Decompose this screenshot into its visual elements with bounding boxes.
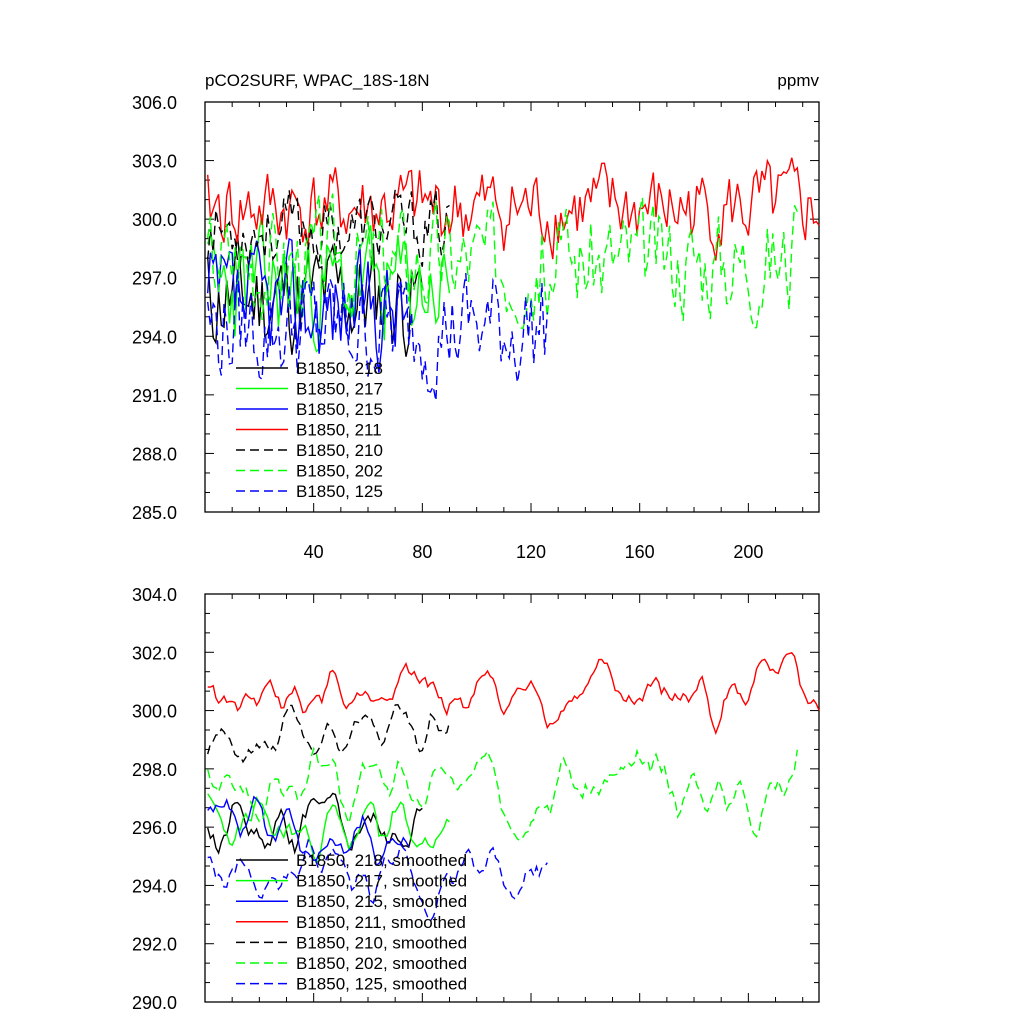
y-tick-label: 306.0 <box>132 93 177 113</box>
y-tick-label: 291.0 <box>132 386 177 406</box>
series-line <box>207 193 798 330</box>
legend-label: B1850, 125 <box>296 482 383 501</box>
x-tick-label: 160 <box>625 542 655 562</box>
series-line <box>207 157 820 261</box>
legend-label: B1850, 217, smoothed <box>296 872 467 891</box>
units-label: ppmv <box>777 71 819 90</box>
legend-label: B1850, 215 <box>296 400 383 419</box>
legend: B1850, 218, smoothed B1850, 217, smoothed… <box>236 851 467 994</box>
tick-marks <box>205 101 819 513</box>
series-line <box>207 237 410 373</box>
legend-label: B1850, 210, smoothed <box>296 933 467 952</box>
x-tick-label: 80 <box>412 542 432 562</box>
legend-label: B1850, 217 <box>296 380 383 399</box>
y-tick-label: 290.0 <box>132 993 177 1013</box>
y-tick-label: 300.0 <box>132 210 177 230</box>
y-tick-label: 296.0 <box>132 818 177 838</box>
series-line <box>207 795 410 867</box>
series-layer <box>207 651 820 923</box>
y-tick-labels: 285.0 288.0 291.0 294.0 297.0 300.0 303.0 306.0 <box>132 93 177 523</box>
series-layer <box>207 157 820 402</box>
legend-label: B1850, 210 <box>296 441 383 460</box>
x-tick-label: 200 <box>733 542 763 562</box>
series-line <box>207 838 548 923</box>
y-tick-label: 294.0 <box>132 876 177 896</box>
y-tick-label: 302.0 <box>132 643 177 663</box>
chart-title: pCO2SURF, WPAC_18S-18N <box>205 71 430 90</box>
y-tick-label: 298.0 <box>132 760 177 780</box>
plot-frame <box>204 593 820 1003</box>
x-tick-label: 120 <box>516 542 546 562</box>
y-tick-label: 300.0 <box>132 702 177 722</box>
legend-label: B1850, 215, smoothed <box>296 892 467 911</box>
y-tick-label: 304.0 <box>132 585 177 605</box>
legend-label: B1850, 211, smoothed <box>296 913 466 932</box>
y-tick-labels: 290.0 292.0 294.0 296.0 298.0 300.0 302.0 304.0 <box>132 585 177 1013</box>
legend-label: B1850, 211 <box>296 421 382 440</box>
x-tick-labels: 40 80 120 160 200 <box>304 542 764 562</box>
legend-label: B1850, 218, smoothed <box>296 851 467 870</box>
series-line <box>207 746 798 842</box>
y-tick-label: 285.0 <box>132 503 177 523</box>
panel-smoothed: B1850, 218, smoothed B1850, 217, smoothed… <box>132 585 820 1013</box>
legend-label: B1850, 218 <box>296 359 383 378</box>
y-tick-label: 292.0 <box>132 935 177 955</box>
legend-label: B1850, 125, smoothed <box>296 975 467 994</box>
series-line <box>207 651 820 736</box>
legend-label: B1850, 202 <box>296 462 383 481</box>
plot-frame <box>204 101 820 513</box>
legend-label: B1850, 202, smoothed <box>296 954 467 973</box>
x-tick-label: 40 <box>304 542 324 562</box>
series-line <box>207 703 451 764</box>
y-tick-label: 288.0 <box>132 444 177 464</box>
tick-marks <box>205 593 819 1003</box>
y-tick-label: 303.0 <box>132 152 177 172</box>
y-tick-label: 297.0 <box>132 269 177 289</box>
y-tick-label: 294.0 <box>132 327 177 347</box>
series-line <box>207 189 450 267</box>
series-line <box>207 268 548 402</box>
